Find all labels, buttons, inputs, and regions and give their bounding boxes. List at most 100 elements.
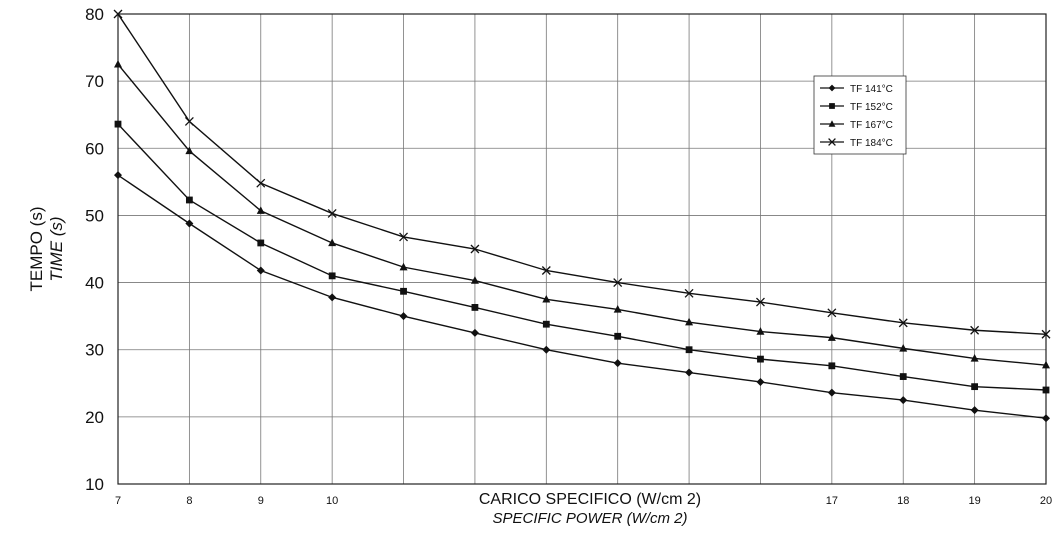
data-point <box>400 287 407 295</box>
data-point <box>970 325 980 335</box>
data-point <box>1042 386 1050 394</box>
series <box>114 171 1050 423</box>
data-point <box>470 244 480 254</box>
data-point <box>542 294 551 303</box>
x-tick-label: 17 <box>826 495 838 507</box>
data-point <box>898 318 908 328</box>
y-tick-label: 50 <box>85 206 104 225</box>
data-point <box>542 320 550 328</box>
data-point <box>470 328 479 337</box>
data-point <box>328 272 336 280</box>
plot-area <box>117 13 1047 485</box>
series-line <box>117 63 1047 366</box>
x-tick-label: 19 <box>968 495 980 507</box>
x-tick-label: 8 <box>186 495 192 507</box>
data-point <box>614 332 622 340</box>
x-tick-label: 9 <box>258 495 264 507</box>
data-point <box>685 368 694 377</box>
data-point <box>828 362 836 370</box>
data-point <box>827 388 836 397</box>
series-line <box>117 123 1047 391</box>
data-point <box>541 266 551 275</box>
data-point <box>827 333 836 341</box>
grid <box>118 14 1046 484</box>
data-point <box>471 304 479 311</box>
data-point <box>756 327 765 335</box>
data-point <box>613 305 622 313</box>
data-point <box>828 120 836 127</box>
data-point <box>328 293 337 302</box>
x-axis-label-english: SPECIFIC POWER (W/cm 2) <box>493 510 688 527</box>
data-point <box>970 354 979 362</box>
y-tick-label: 40 <box>85 274 104 293</box>
data-point <box>899 396 908 405</box>
legend-item: TF 152°C <box>820 102 893 113</box>
legend-item: TF 141°C <box>820 84 893 95</box>
series <box>114 59 1050 369</box>
data-point <box>685 346 693 354</box>
data-point <box>256 178 266 188</box>
y-axis-label-english: TIME (s) <box>47 216 66 281</box>
data-point <box>971 383 979 391</box>
data-point <box>756 377 765 386</box>
data-point <box>114 59 122 68</box>
y-tick-label: 10 <box>85 475 104 494</box>
data-point <box>899 373 907 380</box>
y-tick-label: 80 <box>85 5 104 24</box>
data-point <box>114 120 122 128</box>
data-point <box>114 171 122 180</box>
legend-label: TF 141°C <box>850 84 893 95</box>
data-point <box>684 288 694 298</box>
x-tick-label: 10 <box>326 495 338 507</box>
data-point <box>970 406 979 415</box>
data-point <box>399 312 408 321</box>
series <box>113 9 1051 339</box>
data-point <box>1042 414 1050 423</box>
data-point <box>185 219 194 228</box>
y-tick-label: 70 <box>85 72 104 91</box>
data-point <box>399 232 408 242</box>
data-point <box>113 9 123 19</box>
data-point <box>829 103 835 109</box>
series-line <box>117 174 1047 419</box>
y-axis-label: TEMPO (s) <box>27 207 46 292</box>
x-tick-label: 20 <box>1040 495 1052 507</box>
data-point <box>256 266 265 275</box>
data-point <box>828 84 836 92</box>
legend-label: TF 184°C <box>850 138 893 149</box>
data-point <box>542 345 551 354</box>
data-point <box>613 359 622 368</box>
data-point <box>399 262 408 271</box>
data-point <box>685 317 694 326</box>
data-point <box>613 278 623 288</box>
data-point <box>185 146 194 155</box>
legend-label: TF 152°C <box>850 102 893 113</box>
data-point <box>185 196 193 204</box>
x-axis: 7 8 9 10 17 18 19 20 <box>115 495 1052 507</box>
data-point <box>828 138 836 146</box>
data-point <box>756 297 765 307</box>
x-tick-label: 18 <box>897 495 909 507</box>
legend-label: TF 167°C <box>850 120 893 131</box>
legend-box <box>813 75 907 155</box>
legend-item: TF 184°C <box>820 138 893 149</box>
data-point <box>257 239 265 247</box>
series-group <box>113 9 1051 423</box>
data-point <box>757 355 764 363</box>
series <box>114 120 1050 394</box>
y-tick-label: 30 <box>85 341 104 360</box>
y-tick-label: 60 <box>85 139 104 158</box>
legend: TF 141°C TF 152°C TF 167°C TF 184°C <box>813 75 907 155</box>
data-point <box>328 238 337 247</box>
data-point <box>827 308 837 318</box>
data-point <box>470 276 479 284</box>
x-axis-label: CARICO SPECIFICO (W/cm 2) <box>479 491 701 508</box>
data-point <box>1041 329 1051 339</box>
y-tick-label: 20 <box>85 408 104 427</box>
x-tick-label: 7 <box>115 495 121 507</box>
data-point <box>899 343 908 352</box>
legend-item: TF 167°C <box>820 120 893 131</box>
data-point <box>256 206 265 214</box>
data-point <box>327 208 337 218</box>
